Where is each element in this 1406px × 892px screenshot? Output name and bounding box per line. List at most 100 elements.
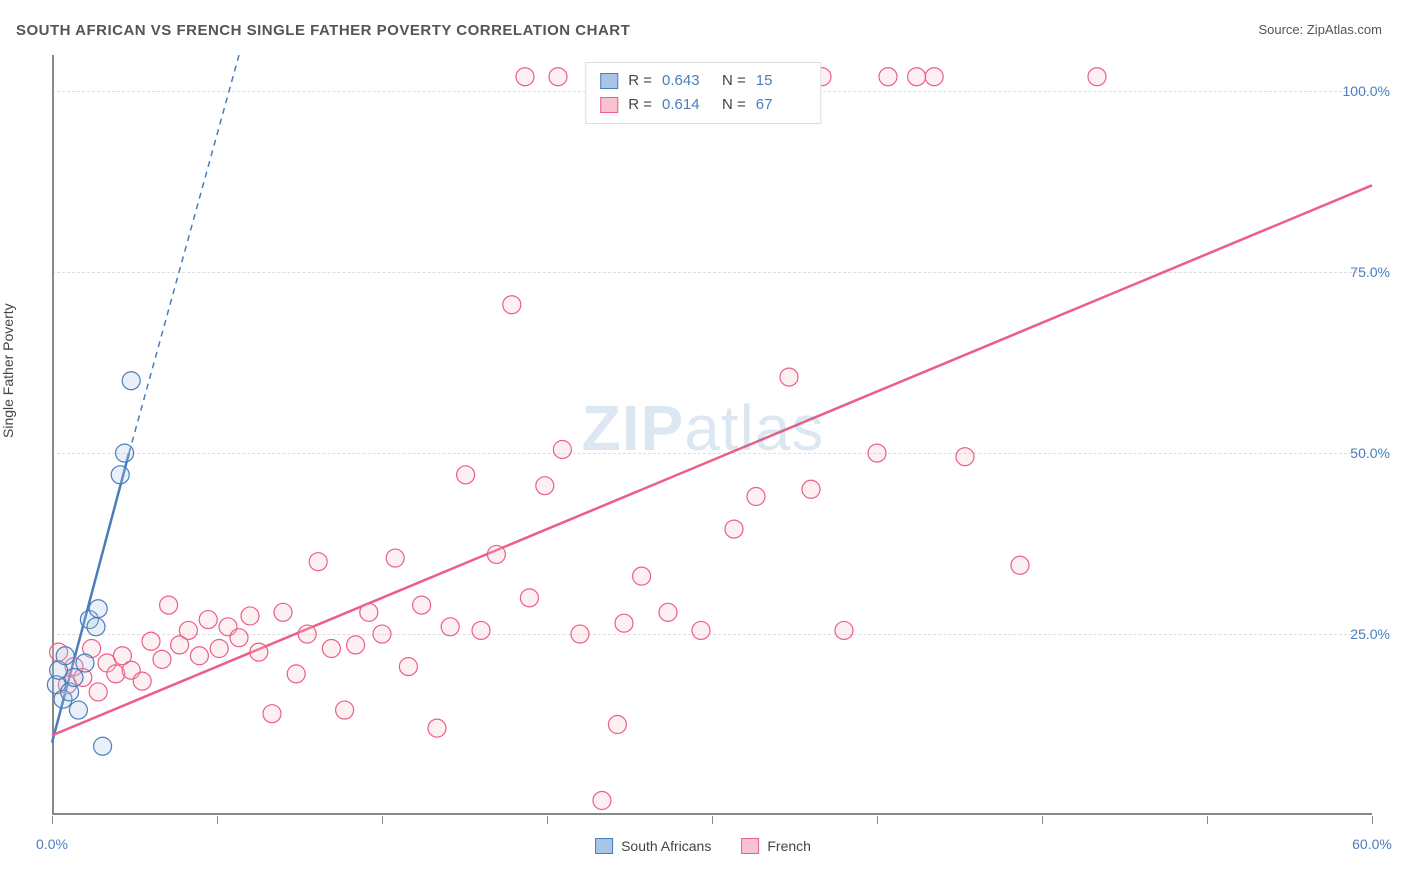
legend-n-value: 67 (756, 93, 806, 117)
data-point (69, 701, 87, 719)
x-tick (1372, 816, 1373, 824)
data-point (298, 625, 316, 643)
data-point (608, 716, 626, 734)
source-attribution: Source: ZipAtlas.com (1258, 22, 1382, 37)
source-prefix: Source: (1258, 22, 1306, 37)
data-point (516, 68, 534, 86)
data-point (199, 611, 217, 629)
data-point (593, 792, 611, 810)
data-point (56, 647, 74, 665)
data-point (94, 737, 112, 755)
data-point (116, 444, 134, 462)
x-tick (52, 816, 53, 824)
data-point (925, 68, 943, 86)
data-point (111, 466, 129, 484)
data-point (241, 607, 259, 625)
y-axis-label: Single Father Poverty (0, 303, 16, 438)
data-point (747, 488, 765, 506)
data-point (956, 448, 974, 466)
data-point (536, 477, 554, 495)
data-point (413, 596, 431, 614)
data-point (263, 705, 281, 723)
data-point (347, 636, 365, 654)
data-point (802, 480, 820, 498)
data-point (336, 701, 354, 719)
legend-n-value: 15 (756, 69, 806, 93)
x-tick (382, 816, 383, 824)
data-point (287, 665, 305, 683)
correlation-chart: SOUTH AFRICAN VS FRENCH SINGLE FATHER PO… (0, 0, 1406, 892)
series-legend-label: South Africans (621, 838, 711, 854)
data-point (190, 647, 208, 665)
data-point (210, 640, 228, 658)
y-tick-label: 75.0% (1350, 264, 1390, 280)
data-point (1011, 556, 1029, 574)
legend-r-value: 0.643 (662, 69, 712, 93)
data-point (725, 520, 743, 538)
x-tick (547, 816, 548, 824)
data-point (230, 629, 248, 647)
y-tick-label: 25.0% (1350, 626, 1390, 642)
source-link[interactable]: ZipAtlas.com (1307, 22, 1382, 37)
series-legend-item: French (741, 838, 811, 854)
scatter-plot-svg (52, 55, 1372, 815)
data-point (274, 603, 292, 621)
trend-line-dashed (129, 55, 239, 453)
data-point (122, 372, 140, 390)
data-point (133, 672, 151, 690)
data-point (428, 719, 446, 737)
data-point (89, 683, 107, 701)
data-point (386, 549, 404, 567)
data-point (549, 68, 567, 86)
data-point (571, 625, 589, 643)
chart-title: SOUTH AFRICAN VS FRENCH SINGLE FATHER PO… (16, 22, 630, 39)
data-point (780, 368, 798, 386)
legend-swatch (600, 73, 618, 89)
y-tick-label: 100.0% (1343, 83, 1390, 99)
y-tick-label: 50.0% (1350, 445, 1390, 461)
legend-r-value: 0.614 (662, 93, 712, 117)
data-point (142, 632, 160, 650)
data-point (399, 658, 417, 676)
data-point (457, 466, 475, 484)
correlation-legend: R =0.643N =15R =0.614N =67 (585, 62, 821, 124)
data-point (322, 640, 340, 658)
legend-swatch (595, 838, 613, 854)
x-tick (1207, 816, 1208, 824)
data-point (487, 545, 505, 563)
legend-r-label: R = (628, 69, 652, 93)
data-point (615, 614, 633, 632)
x-tick-label: 60.0% (1352, 836, 1392, 852)
x-tick (877, 816, 878, 824)
x-tick-label: 0.0% (36, 836, 68, 852)
data-point (309, 553, 327, 571)
data-point (879, 68, 897, 86)
legend-swatch (741, 838, 759, 854)
data-point (360, 603, 378, 621)
data-point (633, 567, 651, 585)
data-point (472, 621, 490, 639)
data-point (503, 296, 521, 314)
legend-row: R =0.614N =67 (600, 93, 806, 117)
data-point (89, 600, 107, 618)
x-tick (217, 816, 218, 824)
data-point (76, 654, 94, 672)
data-point (553, 440, 571, 458)
data-point (373, 625, 391, 643)
series-legend-item: South Africans (595, 838, 711, 854)
data-point (153, 650, 171, 668)
x-tick (1042, 816, 1043, 824)
legend-swatch (600, 97, 618, 113)
legend-n-label: N = (722, 69, 746, 93)
data-point (441, 618, 459, 636)
data-point (692, 621, 710, 639)
series-legend-label: French (767, 838, 811, 854)
series-legend: South Africans French (595, 838, 811, 854)
x-tick (712, 816, 713, 824)
legend-n-label: N = (722, 93, 746, 117)
data-point (659, 603, 677, 621)
data-point (520, 589, 538, 607)
data-point (250, 643, 268, 661)
data-point (908, 68, 926, 86)
data-point (160, 596, 178, 614)
